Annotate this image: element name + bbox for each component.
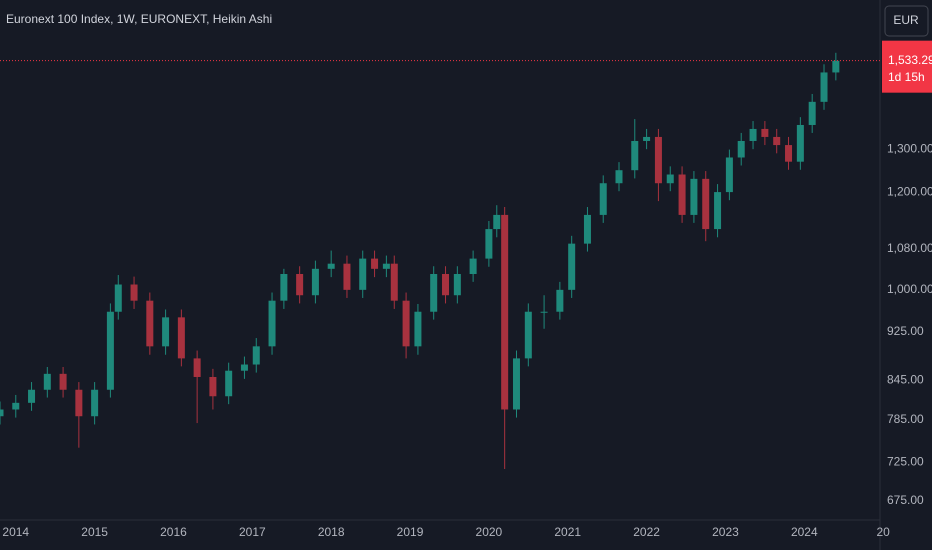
candle-body xyxy=(43,373,51,390)
candle-body xyxy=(442,273,450,296)
candle-body xyxy=(654,136,662,184)
candle-body xyxy=(209,376,217,397)
candle-body xyxy=(382,263,390,269)
candle-body xyxy=(91,389,99,417)
candle-body xyxy=(737,140,745,158)
x-tick-label: 2024 xyxy=(791,525,818,539)
y-tick-label: 1,300.00 xyxy=(887,141,932,155)
candle-body xyxy=(785,145,793,162)
candle-body xyxy=(796,124,804,162)
candle-body xyxy=(146,300,154,347)
x-tick-label: 2018 xyxy=(318,525,345,539)
candle-body xyxy=(296,273,304,296)
candle-body xyxy=(501,214,509,410)
y-tick-label: 1,080.00 xyxy=(887,241,932,255)
candle-body xyxy=(390,263,398,301)
y-tick-label: 845.00 xyxy=(887,372,924,386)
x-tick-label: 2017 xyxy=(239,525,266,539)
candle-body xyxy=(114,284,122,312)
candle-body xyxy=(193,358,201,377)
candle-body xyxy=(761,128,769,137)
candle-body xyxy=(130,284,138,301)
candle-body xyxy=(280,273,288,301)
y-tick-label: 785.00 xyxy=(887,412,924,426)
candle-body xyxy=(820,72,828,102)
candle-body xyxy=(343,263,351,290)
candle-body xyxy=(556,289,564,312)
x-tick-label: 2014 xyxy=(2,525,29,539)
candle-body xyxy=(512,358,520,410)
x-tick-label: 2021 xyxy=(554,525,581,539)
candle-body xyxy=(678,174,686,215)
countdown-label: 1d 15h xyxy=(888,70,925,84)
candle-body xyxy=(430,273,438,312)
x-tick-label: 2019 xyxy=(397,525,424,539)
y-tick-label: 675.00 xyxy=(887,493,924,507)
candle-body xyxy=(371,258,379,269)
candle-body xyxy=(28,389,36,403)
candle-body xyxy=(493,214,501,230)
candle-body xyxy=(75,389,83,417)
candle-body xyxy=(749,128,757,141)
chart-title: Euronext 100 Index, 1W, EURONEXT, Heikin… xyxy=(6,12,272,26)
candle-body xyxy=(12,402,20,410)
candle-body xyxy=(225,370,233,397)
candle-body xyxy=(359,258,367,290)
candle-body xyxy=(702,178,710,230)
y-tick-label: 1,200.00 xyxy=(887,184,932,198)
candle-body xyxy=(583,214,591,244)
last-price-label: 1,533.29 xyxy=(888,53,932,67)
candle-body xyxy=(414,311,422,347)
currency-button[interactable] xyxy=(884,5,929,37)
x-tick-label: 2020 xyxy=(476,525,503,539)
candle-body xyxy=(714,192,722,230)
candle-body xyxy=(773,136,781,146)
candle-body xyxy=(643,136,651,141)
x-tick-label: 2015 xyxy=(81,525,108,539)
y-tick-label: 725.00 xyxy=(887,454,924,468)
candle-body xyxy=(177,317,185,359)
candle-body xyxy=(469,258,477,274)
candle-body xyxy=(808,101,816,125)
candle-body xyxy=(59,373,67,390)
candle-body xyxy=(0,409,4,417)
candle-body xyxy=(240,364,248,371)
candle-body xyxy=(402,300,410,347)
candle-body xyxy=(327,263,335,269)
plot xyxy=(0,52,840,469)
candle-body xyxy=(311,268,319,296)
candle-body xyxy=(631,140,639,171)
x-tick-label: 2016 xyxy=(160,525,187,539)
candle-body xyxy=(524,311,532,359)
candle-body xyxy=(725,157,733,193)
candle-body xyxy=(485,229,493,259)
candle-body xyxy=(162,317,170,347)
x-tick-label: 2022 xyxy=(633,525,660,539)
candle-body xyxy=(268,300,276,347)
candle-body xyxy=(599,183,607,215)
candle-body xyxy=(106,311,114,390)
candle-body xyxy=(453,273,461,296)
y-tick-label: 1,000.00 xyxy=(887,282,932,296)
candle-body xyxy=(690,178,698,215)
y-tick-label: 925.00 xyxy=(887,324,924,338)
candle-body xyxy=(252,346,260,365)
currency-label[interactable]: EUR xyxy=(893,13,919,27)
candle-body xyxy=(615,170,623,184)
candle-body xyxy=(666,174,674,184)
candle-body xyxy=(540,311,548,313)
candle-body xyxy=(832,60,840,73)
candle-body xyxy=(568,243,576,290)
x-tick-label: 2023 xyxy=(712,525,739,539)
last-price-box xyxy=(882,40,932,93)
x-tick-label: 20 xyxy=(876,525,890,539)
